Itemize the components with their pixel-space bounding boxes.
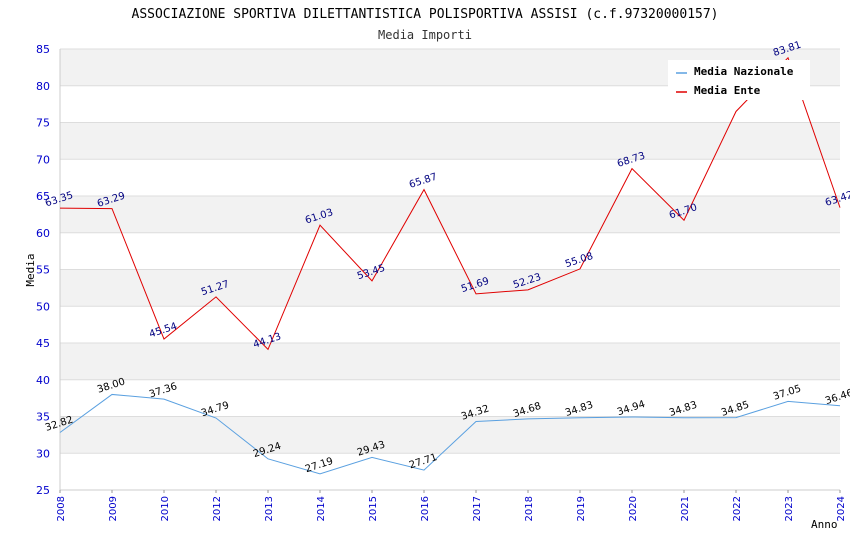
x-tick-labels: 2008 2009 2010 2012 2013 2014 2015 2016 2017 2018… [56, 496, 847, 521]
x-tick-label: 2021 [680, 496, 691, 521]
x-tick-label: 2022 [732, 496, 743, 521]
x-tick-label: 2013 [264, 496, 275, 521]
x-tick-label: 2008 [56, 496, 67, 521]
y-tick-label: 25 [36, 484, 50, 497]
plot-band [60, 343, 840, 380]
plot-band [60, 269, 840, 307]
x-tick-label: 2023 [784, 496, 795, 521]
y-tick-label: 70 [36, 153, 50, 166]
x-tick-label: 2020 [628, 496, 639, 521]
y-tick-label: 30 [36, 447, 50, 460]
x-tick-label: 2015 [368, 496, 379, 521]
y-axis-label: Media [24, 253, 37, 286]
y-tick-label: 35 [36, 411, 50, 424]
x-tick-label: 2017 [472, 496, 483, 521]
series-lines [59, 56, 841, 475]
x-tick-label: 2012 [212, 496, 223, 521]
legend-box [668, 60, 810, 100]
x-tick-label: 2019 [576, 496, 587, 521]
x-tick-label: 2014 [316, 496, 327, 521]
legend: Media Nazionale Media Ente [668, 60, 810, 100]
axes [59, 49, 841, 493]
plot-band [60, 379, 840, 417]
plot-band [60, 196, 840, 233]
x-tick-label: 2010 [160, 496, 171, 521]
y-tick-label: 65 [36, 190, 50, 203]
y-tick-label: 75 [36, 117, 50, 130]
x-axis-label: Anno [811, 518, 838, 531]
plot-band [60, 416, 840, 454]
chart-title: ASSOCIAZIONE SPORTIVA DILETTANTISTICA PO… [132, 7, 719, 22]
x-tick-label: 2018 [524, 496, 535, 521]
plot-band [60, 306, 840, 343]
x-tick-label: 2024 [836, 496, 847, 521]
y-tick-label: 45 [36, 337, 50, 350]
y-tick-label: 50 [36, 300, 50, 313]
plot-band [60, 453, 840, 490]
plot-band [60, 122, 840, 160]
series-line-nazionale [59, 393, 841, 475]
y-tick-label: 60 [36, 227, 50, 240]
legend-label-ente: Media Ente [694, 84, 761, 97]
y-tick-label: 85 [36, 43, 50, 56]
plot-band [60, 232, 840, 270]
plot-band [60, 159, 840, 196]
y-tick-labels: 25 30 35 40 45 50 55 60 65 70 75 80 85 [36, 43, 50, 497]
y-tick-label: 55 [36, 264, 50, 277]
y-tick-label: 40 [36, 374, 50, 387]
x-tick-label: 2016 [420, 496, 431, 521]
x-tick-label: 2009 [108, 496, 119, 521]
plot-background-bands [60, 49, 840, 490]
chart-subtitle: Media Importi [378, 28, 472, 42]
series-line-ente [59, 56, 841, 351]
y-tick-label: 80 [36, 80, 50, 93]
legend-label-nazionale: Media Nazionale [694, 65, 794, 78]
